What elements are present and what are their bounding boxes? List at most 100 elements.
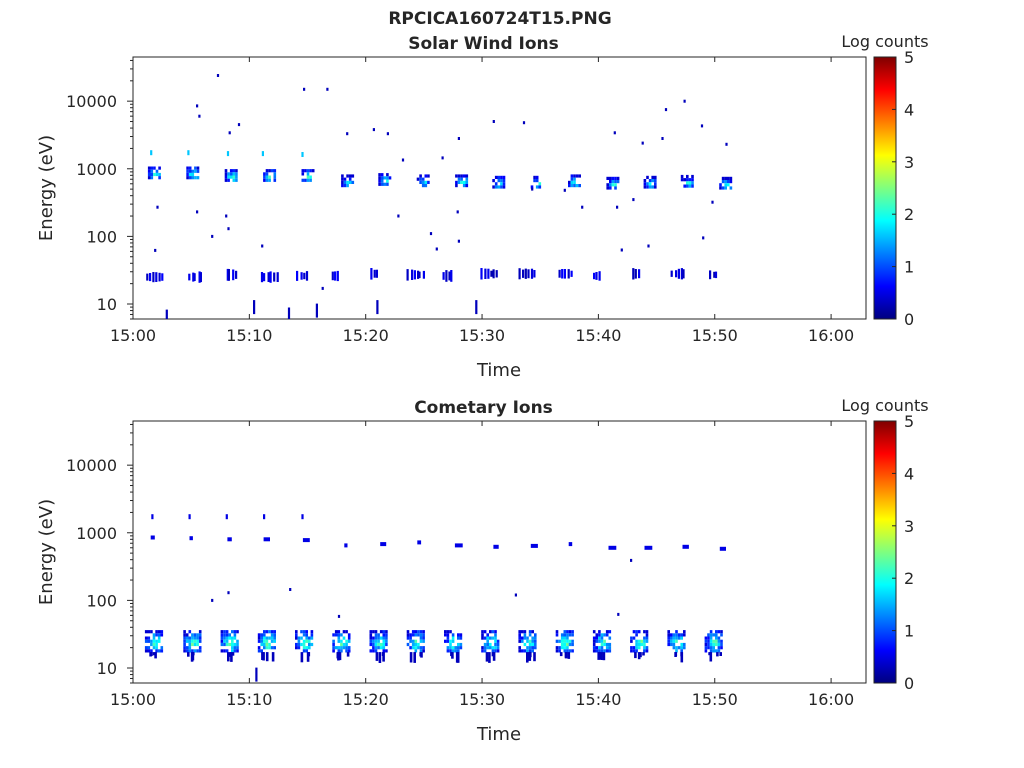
heat-cell bbox=[603, 649, 606, 653]
heat-cell bbox=[235, 270, 238, 279]
heat-cell bbox=[528, 649, 532, 653]
heat-cell bbox=[150, 642, 153, 647]
heat-cell bbox=[529, 652, 532, 658]
heat-cell bbox=[346, 174, 349, 178]
heat-cell bbox=[233, 636, 237, 640]
heat-cell bbox=[600, 633, 604, 637]
heat-cell bbox=[147, 646, 151, 650]
heat-cell bbox=[369, 639, 373, 643]
heat-cell bbox=[645, 636, 649, 640]
heat-cell bbox=[483, 642, 487, 647]
heat-cell bbox=[715, 642, 718, 647]
heat-cell bbox=[603, 633, 606, 637]
heat-cell bbox=[600, 636, 604, 640]
heat-cell bbox=[709, 642, 713, 647]
x-axis-label: Time bbox=[476, 360, 521, 381]
heat-cell bbox=[342, 636, 346, 640]
scatter-point bbox=[457, 239, 460, 243]
heat-cell bbox=[150, 169, 154, 173]
scatter-point bbox=[429, 232, 433, 236]
heat-cell bbox=[152, 642, 156, 647]
heat-cell bbox=[455, 180, 458, 184]
heat-cell bbox=[265, 636, 269, 640]
heat-cell bbox=[521, 639, 524, 643]
data-layer bbox=[146, 74, 733, 319]
y-tick-label: 1000 bbox=[76, 524, 117, 543]
heat-cell bbox=[337, 646, 341, 650]
x-tick-label: 15:10 bbox=[226, 326, 272, 345]
heat-cell bbox=[494, 633, 497, 637]
heat-cell bbox=[382, 636, 386, 640]
heat-cell bbox=[598, 639, 601, 643]
heat-cell bbox=[592, 636, 596, 640]
heat-cell bbox=[571, 639, 574, 643]
heat-cell bbox=[196, 166, 200, 170]
heat-cell bbox=[451, 636, 455, 640]
heat-cell bbox=[304, 178, 307, 182]
heat-cell bbox=[518, 636, 521, 640]
heat-cell bbox=[155, 646, 158, 650]
scatter-point bbox=[289, 588, 292, 591]
heat-cell bbox=[500, 179, 503, 183]
heat-cell bbox=[386, 182, 389, 186]
heat-cell bbox=[374, 646, 378, 650]
colorbar-scale bbox=[873, 420, 897, 684]
heat-cell bbox=[573, 177, 576, 181]
heat-cell bbox=[609, 183, 612, 187]
heat-cell bbox=[712, 633, 715, 637]
heat-cell bbox=[340, 646, 343, 650]
heat-cell bbox=[727, 176, 730, 180]
heat-cell bbox=[297, 636, 301, 640]
heat-cell bbox=[719, 546, 726, 551]
heat-cell bbox=[150, 166, 154, 170]
heat-cell bbox=[223, 633, 226, 637]
heat-cell bbox=[724, 180, 727, 184]
heat-cell bbox=[606, 176, 609, 180]
heat-cell bbox=[637, 652, 641, 660]
heat-cell bbox=[451, 649, 455, 653]
heat-cell bbox=[595, 272, 598, 280]
heat-cell bbox=[150, 652, 153, 656]
heat-cell bbox=[598, 649, 601, 653]
heat-cell bbox=[385, 630, 388, 634]
scatter-point bbox=[372, 128, 375, 132]
heat-cell bbox=[188, 646, 192, 650]
heat-cell bbox=[224, 175, 228, 179]
heat-cell bbox=[606, 183, 609, 187]
heat-cell bbox=[260, 633, 263, 637]
heat-cell bbox=[152, 272, 155, 283]
y-tick-label: 10 bbox=[97, 659, 117, 678]
scatter-point bbox=[616, 205, 619, 209]
heat-cell bbox=[526, 639, 529, 643]
heat-cell bbox=[707, 646, 710, 650]
y-axis-label: Energy (eV) bbox=[36, 135, 57, 241]
heat-cell bbox=[419, 633, 423, 637]
heat-cell bbox=[571, 630, 574, 634]
heat-cell bbox=[605, 630, 609, 634]
heat-cell bbox=[651, 185, 654, 189]
heat-cell bbox=[605, 633, 609, 637]
heat-cell bbox=[334, 630, 338, 634]
heat-cell bbox=[341, 177, 344, 181]
heat-cell bbox=[486, 642, 489, 647]
heat-cell bbox=[265, 175, 269, 179]
heat-cell bbox=[223, 630, 226, 634]
heat-cell bbox=[670, 639, 673, 643]
heat-cell bbox=[347, 639, 351, 643]
heat-cell bbox=[564, 652, 568, 658]
x-axis-label: Time bbox=[476, 724, 521, 745]
scatter-point bbox=[522, 121, 526, 125]
heat-cell bbox=[530, 185, 534, 189]
heat-cell bbox=[196, 649, 199, 653]
heat-cell bbox=[372, 630, 375, 634]
heat-cell bbox=[345, 630, 348, 634]
heat-cell bbox=[563, 646, 567, 650]
heat-cell bbox=[263, 642, 266, 647]
heat-cell bbox=[444, 639, 447, 643]
heat-cell bbox=[344, 543, 348, 548]
chart-title: Cometary Ions bbox=[414, 398, 553, 418]
heat-cell bbox=[227, 537, 232, 542]
scatter-point bbox=[337, 614, 341, 618]
heat-cell bbox=[309, 169, 312, 173]
